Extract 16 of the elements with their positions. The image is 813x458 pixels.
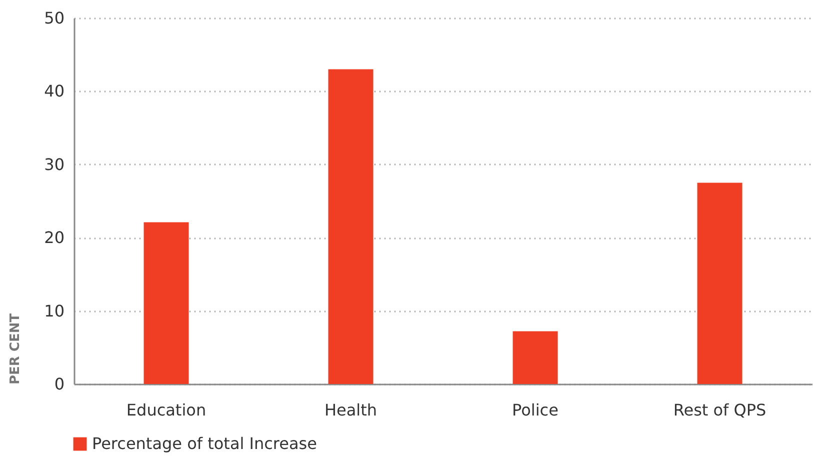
x-tick-label: Health xyxy=(324,400,378,420)
x-tick-label: Rest of QPS xyxy=(673,400,766,420)
y-tick-label: 20 xyxy=(44,228,64,248)
y-tick-label: 40 xyxy=(44,82,64,101)
y-tick-label: 10 xyxy=(44,301,64,320)
y-axis-title: PER CENT xyxy=(8,313,24,384)
bar xyxy=(512,331,558,384)
bar xyxy=(144,222,189,384)
legend-label: Percentage of total Increase xyxy=(92,434,317,453)
y-tick-label: 0 xyxy=(54,374,64,394)
y-tick-label: 50 xyxy=(44,8,64,28)
bar xyxy=(328,69,374,384)
x-tick-label: Education xyxy=(126,400,206,420)
x-tick-label: Police xyxy=(512,400,558,420)
y-tick-label: 30 xyxy=(44,154,64,174)
bar xyxy=(697,182,742,384)
